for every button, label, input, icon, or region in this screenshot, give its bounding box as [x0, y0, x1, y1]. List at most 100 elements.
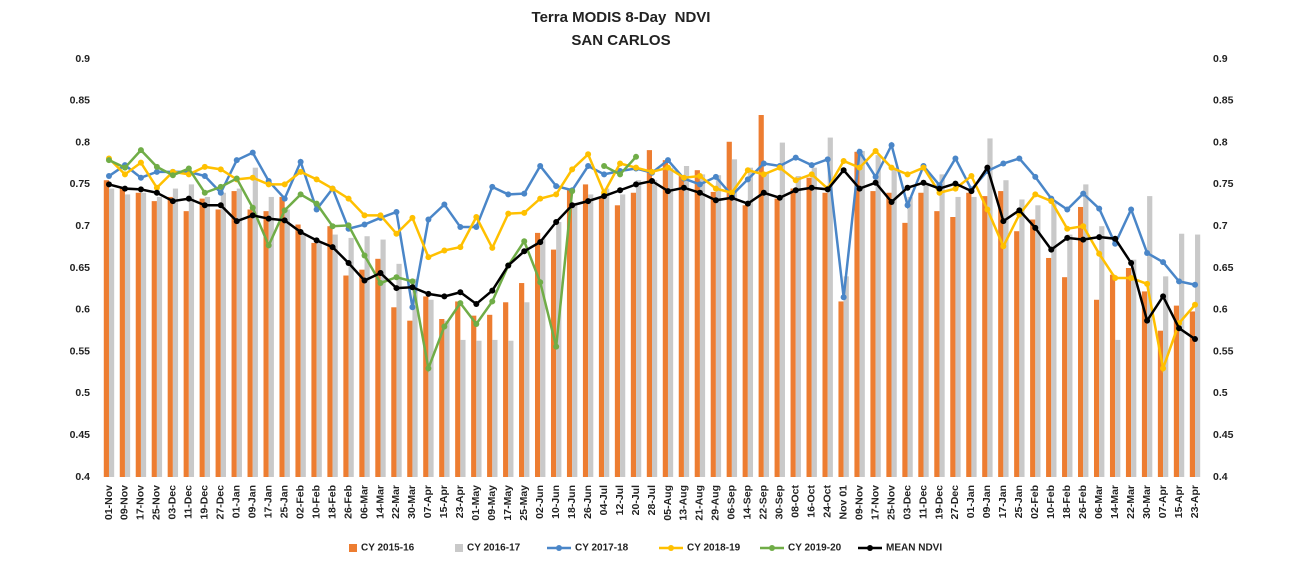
bar: [662, 160, 668, 477]
bar: [1014, 231, 1020, 477]
y2-tick-label: 0.85: [1213, 95, 1234, 107]
legend-marker: [769, 545, 775, 551]
bar: [636, 180, 642, 477]
point: [1160, 365, 1167, 372]
point: [537, 195, 544, 202]
bar: [247, 209, 253, 478]
x-tick-label: 17-Jan: [262, 485, 274, 518]
bar: [779, 142, 785, 477]
point: [792, 154, 799, 161]
point: [217, 202, 224, 209]
point: [601, 163, 608, 170]
point: [393, 208, 400, 215]
x-tick-label: 24-Oct: [821, 485, 833, 518]
point: [617, 160, 624, 167]
bar: [135, 192, 141, 477]
bar: [902, 222, 908, 477]
point: [537, 239, 544, 246]
y-tick-label: 0.8: [75, 136, 90, 148]
point: [569, 188, 576, 195]
bar: [311, 242, 317, 477]
point: [505, 262, 512, 269]
point: [649, 178, 655, 185]
x-tick-label: 22-Sep: [758, 485, 770, 519]
point: [281, 217, 288, 224]
bar: [1179, 233, 1185, 477]
point: [744, 200, 751, 207]
point: [105, 173, 112, 180]
point: [680, 184, 687, 191]
point: [553, 191, 560, 198]
bar: [678, 176, 684, 478]
y2-tick-label: 0.45: [1213, 429, 1234, 441]
point: [313, 200, 320, 207]
bar: [1125, 268, 1132, 477]
bar: [1099, 226, 1105, 477]
y2-tick-label: 0.7: [1213, 220, 1228, 232]
bar: [1109, 274, 1116, 477]
legend-label: CY 2018-19: [687, 543, 741, 554]
bar: [758, 115, 764, 478]
point: [617, 171, 624, 178]
point: [1096, 250, 1103, 257]
bar: [540, 238, 546, 477]
point: [633, 153, 640, 160]
bar: [279, 196, 285, 477]
point: [233, 175, 240, 182]
point: [712, 185, 719, 192]
x-tick-label: 30-Sep: [774, 485, 786, 519]
bar: [838, 301, 844, 477]
x-tick-label: 09-May: [486, 485, 498, 521]
point: [760, 189, 767, 196]
point: [537, 279, 544, 286]
x-tick-label: 15-Apr: [438, 485, 450, 518]
point: [585, 198, 592, 205]
point: [776, 164, 783, 171]
bar: [795, 176, 801, 478]
point: [1144, 317, 1151, 324]
point: [856, 185, 863, 192]
point: [776, 194, 783, 201]
point: [1176, 278, 1183, 285]
bar: [172, 188, 179, 477]
legend-swatch: [455, 544, 463, 552]
point: [345, 259, 352, 266]
bar: [998, 191, 1004, 477]
bar: [694, 170, 700, 478]
point: [952, 185, 959, 192]
point: [249, 174, 256, 181]
x-tick-label: 14-Mar: [374, 485, 386, 519]
bar: [572, 202, 578, 478]
x-tick-label: 17-May: [502, 485, 514, 521]
point: [601, 193, 608, 200]
bar: [1115, 339, 1121, 477]
bar: [487, 314, 493, 477]
bar: [806, 177, 812, 477]
x-tick-label: 14-Mar: [1109, 485, 1121, 519]
point: [1064, 206, 1071, 213]
y-tick-label: 0.9: [75, 53, 90, 65]
bar: [604, 188, 610, 477]
x-tick-label: 14-Sep: [742, 485, 754, 519]
y2-tick-label: 0.55: [1213, 345, 1234, 357]
bar: [1083, 184, 1089, 477]
x-tick-label: 11-Dec: [917, 485, 929, 519]
bar: [966, 192, 972, 477]
bar: [822, 192, 828, 477]
y2-tick-label: 0.75: [1213, 178, 1234, 190]
y2-tick-label: 0.6: [1213, 304, 1228, 316]
bar: [359, 269, 365, 477]
point: [489, 298, 496, 305]
point: [457, 300, 464, 307]
x-tick-label: 26-Feb: [342, 485, 354, 519]
bar: [428, 299, 434, 477]
x-tick-label: 07-Apr: [1157, 485, 1169, 518]
point: [1112, 275, 1119, 282]
point: [840, 167, 847, 174]
point: [1016, 207, 1023, 214]
point: [329, 244, 336, 251]
point: [233, 218, 240, 225]
point: [1080, 223, 1087, 230]
y2-tick-label: 0.9: [1213, 53, 1228, 65]
point: [952, 155, 959, 162]
